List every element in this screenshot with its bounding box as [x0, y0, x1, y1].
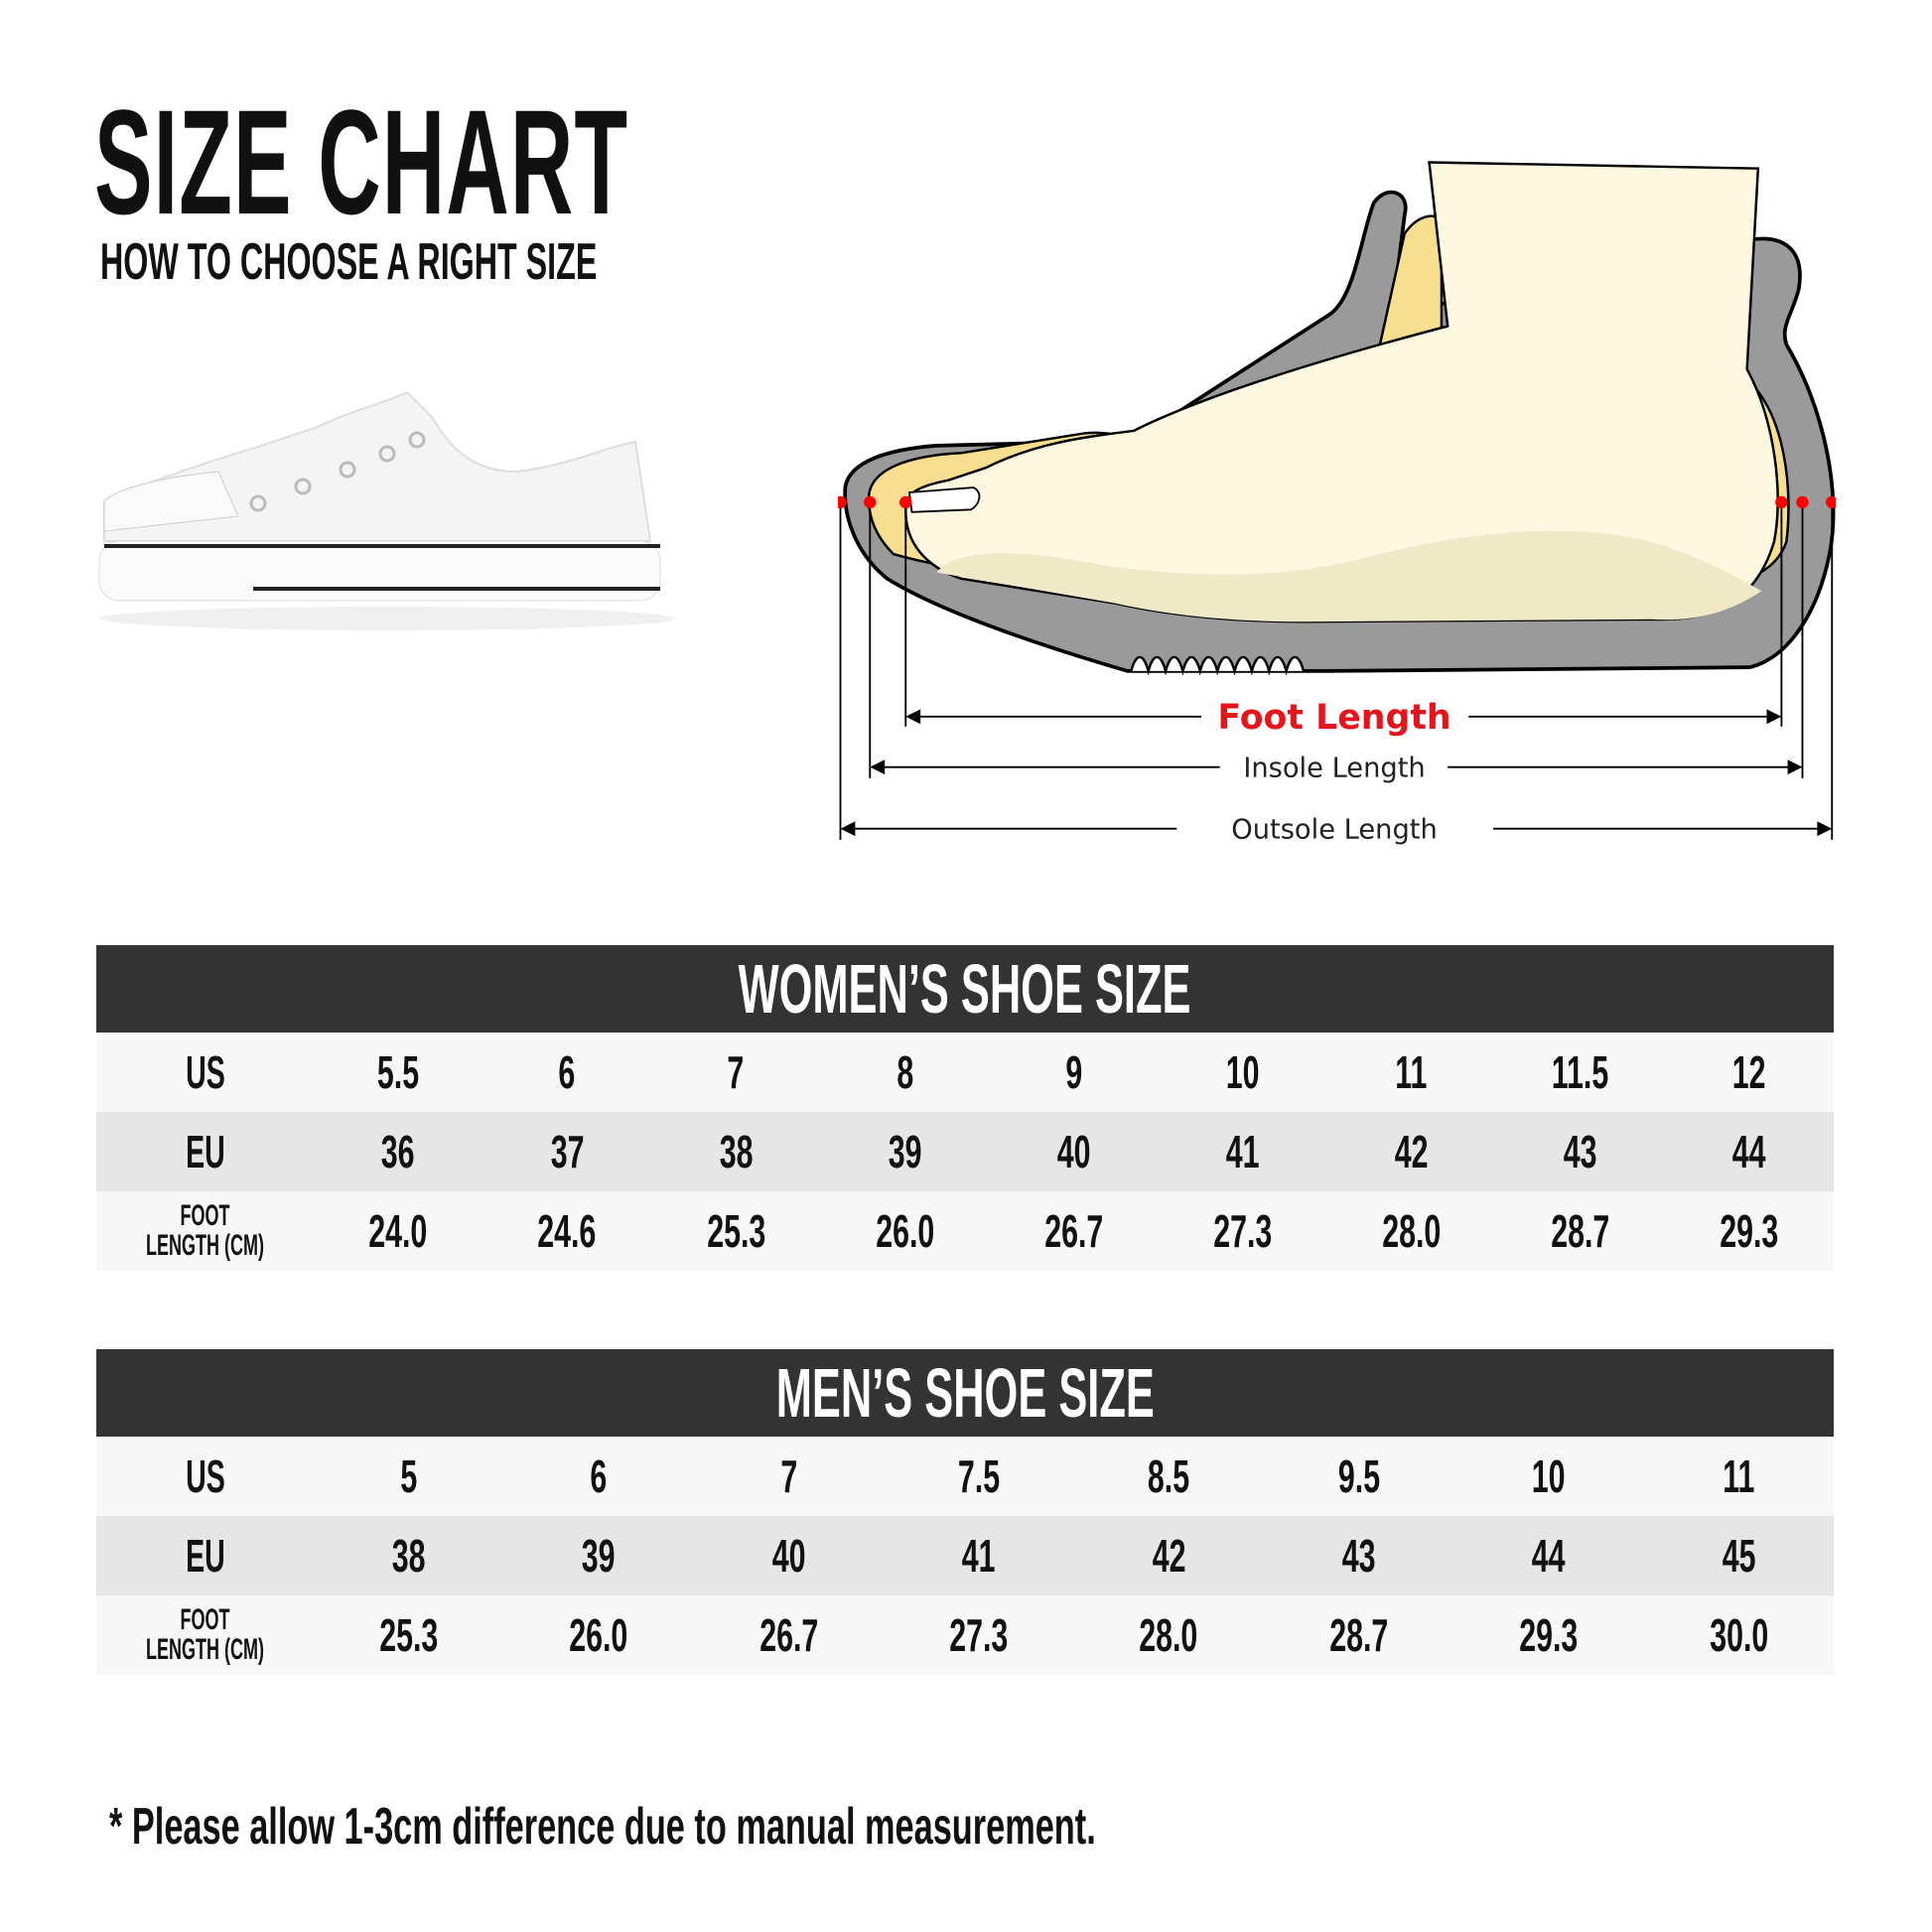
sneaker-image: [98, 392, 675, 630]
cell: 29.3: [1519, 1609, 1579, 1661]
table-row-foot-length: FOOT LENGTH (CM) 25.3 26.0 26.7 27.3 28.…: [96, 1595, 1834, 1675]
cell: 27.3: [1213, 1205, 1273, 1257]
cell: 44: [1532, 1530, 1566, 1582]
cell: 36: [381, 1126, 415, 1177]
toenail-shape: [907, 486, 981, 513]
cell: 6: [558, 1046, 576, 1098]
cell: 26.0: [875, 1205, 934, 1257]
cell: 8: [896, 1046, 913, 1098]
table-header: MEN’S SHOE SIZE: [96, 1349, 1834, 1437]
row-label: FOOT LENGTH (CM): [146, 1603, 264, 1666]
page-subtitle: HOW TO CHOOSE A RIGHT SIZE: [100, 233, 598, 291]
cell: 42: [1394, 1126, 1429, 1177]
cell: 28.0: [1382, 1205, 1442, 1257]
cell: 24.0: [368, 1205, 428, 1257]
table-title: WOMEN’S SHOE SIZE: [739, 950, 1191, 1028]
cell: 28.7: [1551, 1205, 1610, 1257]
cell: 10: [1532, 1450, 1566, 1502]
cell: 25.3: [379, 1609, 439, 1661]
cell: 30.0: [1709, 1609, 1768, 1661]
cell: 25.3: [706, 1205, 765, 1257]
table-row-us: US 5.5 6 7 8 9 10 11 11.5 12: [96, 1033, 1834, 1112]
row-label: EU: [185, 1530, 225, 1582]
cell: 26.7: [759, 1609, 818, 1661]
table-header: WOMEN’S SHOE SIZE: [96, 945, 1834, 1033]
cell: 7: [727, 1046, 745, 1098]
cell: 5: [400, 1450, 418, 1502]
outsole-length-label: Outsole Length: [1231, 815, 1438, 846]
cell: 39: [582, 1530, 616, 1582]
cell: 6: [590, 1450, 608, 1502]
page-title: SIZE CHART: [94, 78, 629, 245]
table-row-eu: EU 38 39 40 41 42 43 44 45: [96, 1516, 1834, 1595]
table-row-foot-length: FOOT LENGTH (CM) 24.0 24.6 25.3 26.0 26.…: [96, 1191, 1834, 1271]
row-label: US: [185, 1450, 225, 1502]
cell: 7.5: [957, 1450, 1000, 1502]
cell: 45: [1722, 1530, 1756, 1582]
cell: 38: [719, 1126, 754, 1177]
cell: 11: [1395, 1046, 1428, 1098]
cell: 12: [1732, 1046, 1766, 1098]
cell: 9: [1065, 1046, 1082, 1098]
cell: 9.5: [1337, 1450, 1380, 1502]
cell: 7: [779, 1450, 797, 1502]
cell: 28.7: [1329, 1609, 1389, 1661]
row-label: EU: [185, 1126, 225, 1177]
cell: 24.6: [537, 1205, 597, 1257]
foot-length-label: Foot Length: [1217, 698, 1450, 738]
cell: 43: [1341, 1530, 1376, 1582]
cell: 40: [1056, 1126, 1091, 1177]
cell: 27.3: [949, 1609, 1009, 1661]
cell: 10: [1225, 1046, 1260, 1098]
cell: 43: [1563, 1126, 1597, 1177]
foot-measurement-diagram: Foot Length Insole Length Outsole Length: [838, 161, 1836, 846]
table-row-us: US 5 6 7 7.5 8.5 9.5 10 11: [96, 1437, 1834, 1516]
table-row-eu: EU 36 37 38 39 40 41 42 43 44: [96, 1112, 1834, 1191]
cell: 26.0: [569, 1609, 628, 1661]
womens-size-table: WOMEN’S SHOE SIZE US 5.5 6 7 8 9 10 11 1…: [96, 945, 1834, 1271]
cell: 41: [961, 1530, 996, 1582]
row-label: FOOT LENGTH (CM): [146, 1199, 264, 1262]
table-title: MEN’S SHOE SIZE: [775, 1354, 1155, 1432]
cell: 11.5: [1552, 1046, 1609, 1098]
cell: 26.7: [1043, 1205, 1104, 1257]
cell: 40: [771, 1530, 806, 1582]
cell: 37: [550, 1126, 585, 1177]
cell: 42: [1152, 1530, 1186, 1582]
foot-shape: [904, 161, 1779, 623]
cell: 28.0: [1139, 1609, 1198, 1661]
cell: 5.5: [376, 1046, 420, 1098]
cell: 11: [1723, 1450, 1755, 1502]
cell: 38: [391, 1530, 426, 1582]
cell: 41: [1225, 1126, 1260, 1177]
mens-size-table: MEN’S SHOE SIZE US 5 6 7 7.5 8.5 9.5 10 …: [96, 1349, 1834, 1675]
row-label: US: [185, 1046, 225, 1098]
cell: 39: [888, 1126, 922, 1177]
insole-length-label: Insole Length: [1243, 754, 1425, 784]
footnote: * Please allow 1-3cm difference due to m…: [109, 1798, 1096, 1856]
cell: 29.3: [1720, 1205, 1779, 1257]
cell: 8.5: [1148, 1450, 1190, 1502]
cell: 44: [1732, 1126, 1766, 1177]
